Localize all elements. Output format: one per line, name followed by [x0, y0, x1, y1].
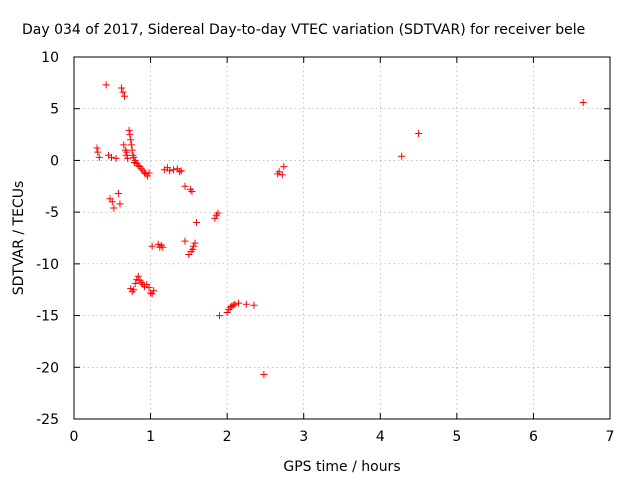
- data-point: [114, 190, 122, 198]
- data-point: [159, 243, 167, 251]
- y-tick-label: -20: [36, 360, 59, 376]
- data-point: [134, 162, 142, 170]
- chart-title: Day 034 of 2017, Sidereal Day-to-day VTE…: [22, 22, 585, 38]
- x-tick-label: 4: [376, 429, 385, 445]
- data-point: [235, 299, 243, 307]
- x-tick-label: 0: [70, 429, 79, 445]
- data-point: [108, 153, 116, 161]
- data-point: [127, 141, 135, 149]
- data-points: [93, 81, 587, 379]
- data-point: [223, 308, 231, 316]
- x-tick-label: 2: [223, 429, 232, 445]
- data-point: [193, 218, 201, 226]
- x-tick-label: 1: [146, 429, 155, 445]
- data-point: [128, 146, 136, 154]
- grid-lines: [74, 57, 610, 419]
- data-point: [214, 209, 222, 217]
- y-tick-label: 0: [50, 153, 59, 169]
- data-point: [231, 300, 239, 308]
- data-point: [148, 290, 156, 298]
- data-point: [189, 245, 197, 253]
- data-point: [102, 81, 110, 89]
- data-point: [181, 237, 189, 245]
- x-tick-label: 6: [529, 429, 538, 445]
- data-point: [117, 84, 125, 92]
- data-point: [166, 167, 174, 175]
- data-point: [130, 286, 138, 294]
- data-point: [188, 187, 196, 195]
- data-point: [94, 148, 102, 156]
- data-point: [145, 284, 153, 292]
- data-point: [121, 92, 129, 100]
- y-tick-label: -10: [36, 257, 59, 273]
- x-tick-labels: 0 1 2 3 4 5 6 7: [70, 429, 615, 445]
- data-point: [177, 167, 185, 175]
- data-point: [280, 163, 288, 171]
- data-point: [120, 141, 128, 149]
- data-point: [579, 99, 587, 107]
- data-point: [242, 300, 250, 308]
- data-point: [131, 280, 139, 288]
- data-point: [112, 154, 120, 162]
- data-point: [145, 169, 153, 177]
- data-point: [154, 240, 162, 248]
- data-point: [125, 126, 133, 134]
- y-tick-labels: -25 -20 -15 -10 -5 0 5 10: [36, 50, 59, 428]
- data-point: [108, 198, 116, 206]
- data-point: [127, 136, 135, 144]
- data-point: [189, 242, 197, 250]
- x-tick-label: 3: [299, 429, 308, 445]
- data-point: [133, 275, 141, 283]
- data-point: [124, 154, 132, 162]
- data-point: [250, 301, 258, 309]
- data-point: [148, 242, 156, 250]
- data-point: [398, 152, 406, 160]
- data-point: [215, 312, 223, 320]
- data-point: [170, 166, 178, 174]
- data-point: [131, 156, 139, 164]
- data-point: [122, 151, 130, 159]
- data-point: [127, 285, 135, 293]
- x-axis-label: GPS time / hours: [283, 459, 400, 475]
- data-point: [176, 168, 184, 176]
- y-axis-label: SDTVAR / TECUs: [11, 181, 27, 296]
- data-point: [144, 172, 152, 180]
- data-point: [134, 272, 142, 280]
- data-point: [181, 182, 189, 190]
- data-point: [278, 171, 286, 179]
- data-point: [126, 131, 134, 139]
- data-point: [150, 287, 158, 295]
- data-point: [93, 144, 101, 152]
- data-point: [119, 88, 127, 96]
- data-point: [275, 168, 283, 176]
- y-tick-label: -25: [36, 412, 59, 428]
- y-tick-label: -5: [45, 205, 59, 221]
- y-tick-label: -15: [36, 309, 59, 325]
- data-point: [123, 148, 131, 156]
- x-tick-label: 7: [606, 429, 615, 445]
- data-point: [191, 239, 199, 247]
- data-point: [116, 200, 124, 208]
- x-tick-label: 5: [452, 429, 461, 445]
- plot-frame: [73, 56, 611, 420]
- data-point: [110, 204, 118, 212]
- axis-ticks: [73, 56, 611, 420]
- y-tick-label: 5: [50, 102, 59, 118]
- data-point: [260, 371, 268, 379]
- data-point: [130, 153, 138, 161]
- data-point: [95, 153, 103, 161]
- data-point: [415, 130, 423, 138]
- data-point: [211, 214, 219, 222]
- data-point: [229, 301, 237, 309]
- y-tick-label: 10: [41, 50, 59, 66]
